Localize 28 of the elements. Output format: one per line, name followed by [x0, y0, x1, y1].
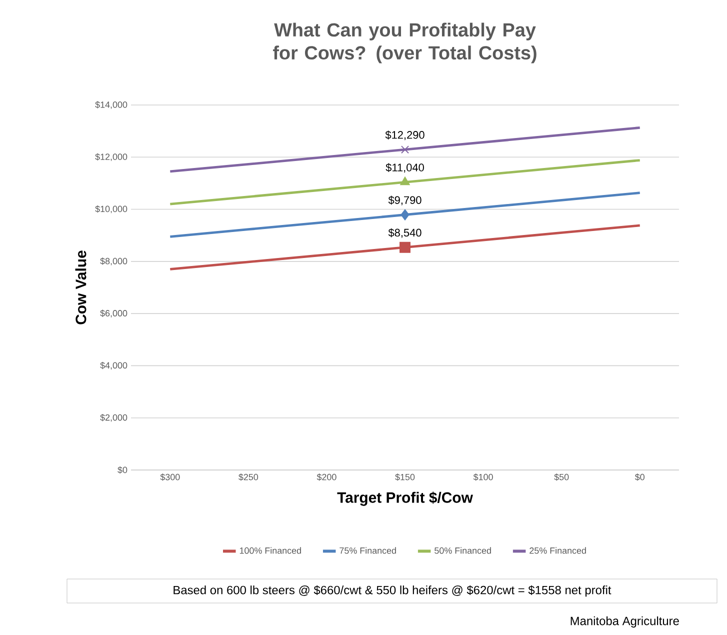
y-tick-label: $2,000 — [100, 414, 128, 422]
y-tick-label: $0 — [118, 466, 128, 474]
legend-label: 25% Financed — [530, 547, 586, 554]
legend-label: 100% Financed — [240, 547, 301, 554]
x-tick-label: $200 — [316, 474, 336, 481]
y-tick-label: $10,000 — [95, 205, 128, 214]
y-axis-title: Cow Value — [75, 250, 86, 324]
data-label: $8,540 — [388, 228, 422, 238]
x-tick-label: $0 — [634, 474, 644, 481]
text: Manitoba Agriculture — [570, 616, 679, 628]
x-tick-label: $150 — [395, 474, 415, 481]
text: Based on 600 lb steers @ $660/cwt & 550 lb heifers @ $620/cwt = $1558 net profit — [174, 585, 612, 597]
y-tick-label: $14,000 — [95, 101, 128, 109]
data-label: $9,790 — [388, 196, 422, 206]
x-tick-label: $50 — [554, 474, 569, 481]
x-tick-label: $100 — [473, 474, 493, 481]
x-tick-label: $250 — [238, 474, 258, 481]
y-tick-label: $4,000 — [100, 362, 128, 370]
x-axis-title: Target Profit $/Cow — [337, 492, 473, 506]
y-tick-label: $6,000 — [100, 310, 128, 318]
y-tick-label: $12,000 — [95, 153, 128, 162]
legend-label: 50% Financed — [434, 547, 491, 554]
y-tick-label: $8,000 — [100, 258, 128, 266]
data-label: $12,290 — [385, 130, 424, 140]
chart-title: What Can you Profitably Pay for Cows? (over Total Costs) — [273, 22, 536, 64]
data-label: $11,040 — [386, 163, 424, 173]
legend-label: 75% Financed — [340, 547, 396, 554]
x-tick-label: $300 — [160, 474, 180, 481]
